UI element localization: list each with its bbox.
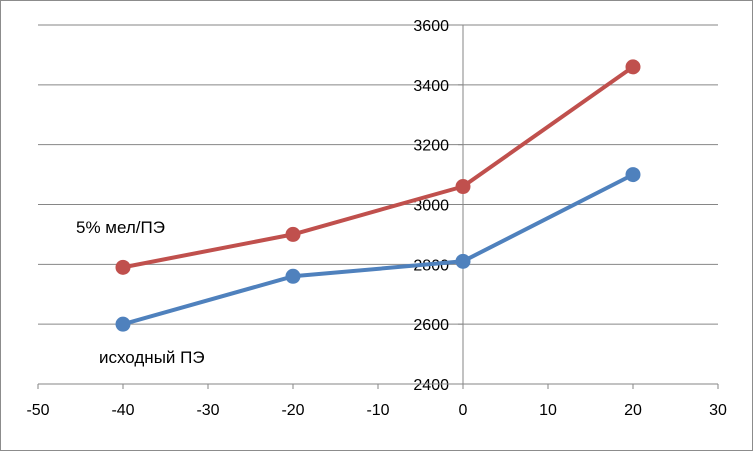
series-label-blue: исходный ПЭ	[99, 348, 205, 367]
data-point-0	[115, 259, 131, 275]
y-tick-label: 3000	[413, 198, 449, 215]
x-tick-label: -10	[366, 402, 389, 419]
x-tick-label: 20	[624, 402, 642, 419]
data-point-1	[115, 316, 131, 332]
x-tick-label: 0	[459, 402, 468, 419]
x-tick-label: -30	[196, 402, 219, 419]
y-tick-label: 3600	[413, 18, 449, 35]
data-point-1	[285, 268, 301, 284]
y-tick-label: 3200	[413, 138, 449, 155]
series-layer	[115, 59, 641, 332]
data-point-0	[455, 179, 471, 195]
x-tick-label: 30	[709, 402, 727, 419]
data-point-0	[285, 226, 301, 242]
data-point-0	[625, 59, 641, 75]
data-point-1	[455, 253, 471, 269]
gridlines	[38, 24, 718, 325]
y-tick-label: 2400	[413, 377, 449, 394]
x-tick-label: -40	[111, 402, 134, 419]
series-line-0	[121, 64, 635, 270]
x-tick-label: -20	[281, 402, 304, 419]
x-tick-label: 10	[539, 402, 557, 419]
series-label-red: 5% мел/ПЭ	[76, 218, 165, 237]
x-tick-label: -50	[26, 402, 49, 419]
y-tick-label: 3400	[413, 78, 449, 95]
data-point-1	[625, 167, 641, 183]
y-tick-label: 2600	[413, 317, 449, 334]
labels: 5% мел/ПЭ исходный ПЭ	[76, 218, 205, 367]
series-line-1	[121, 172, 635, 327]
